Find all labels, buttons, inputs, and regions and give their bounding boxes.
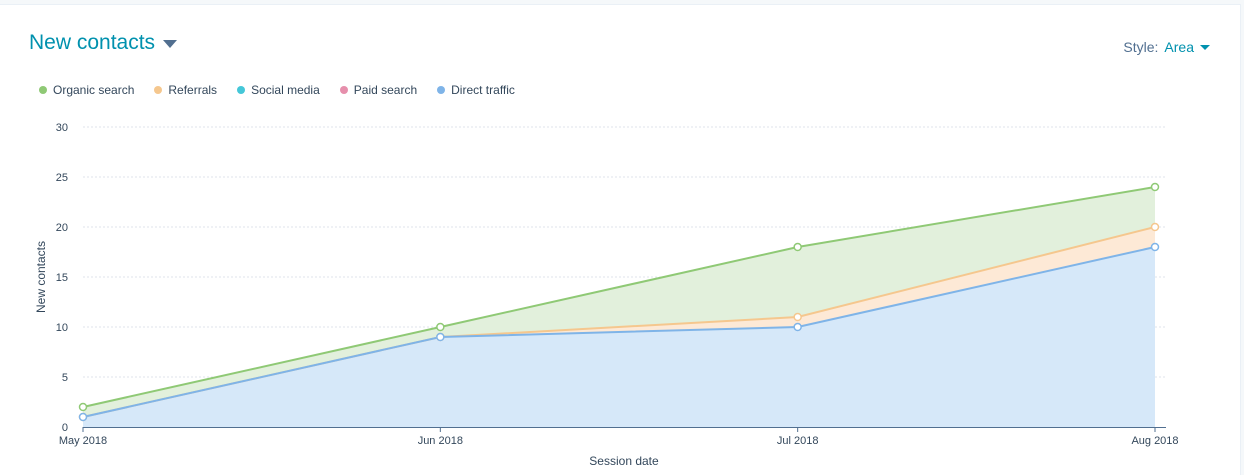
legend-label: Paid search xyxy=(353,83,418,97)
data-point[interactable] xyxy=(78,402,88,412)
data-point[interactable] xyxy=(793,312,802,322)
legend-dot-icon xyxy=(154,86,163,94)
area-organic-search xyxy=(83,187,1155,417)
data-point[interactable] xyxy=(1150,182,1160,192)
y-tick-label: 30 xyxy=(56,122,68,134)
y-tick-label: 10 xyxy=(56,322,68,334)
x-tick-label: Jul 2018 xyxy=(777,435,819,447)
chart-legend: Organic search Referrals Social media Pa… xyxy=(39,83,535,97)
legend-label: Organic search xyxy=(53,83,135,97)
line-organic-search xyxy=(82,186,1156,408)
area-direct-traffic xyxy=(83,247,1155,427)
legend-item-direct-traffic[interactable]: Direct traffic xyxy=(437,83,515,97)
legend-dot-icon xyxy=(339,86,348,94)
data-point[interactable] xyxy=(436,322,445,332)
legend-dot-icon xyxy=(39,86,47,94)
y-tick-label: 0 xyxy=(62,422,68,434)
x-tick-label: Jun 2018 xyxy=(418,435,463,447)
axes: 0 5 10 15 20 25 30 May 2018 Jun 2018 Jul 2018 Aug … xyxy=(34,122,1179,468)
style-value: Area xyxy=(1164,39,1194,55)
x-tick-label: May 2018 xyxy=(59,435,107,447)
legend-item-referrals[interactable]: Referrals xyxy=(154,83,217,97)
area-series xyxy=(83,187,1155,427)
legend-item-social-media[interactable]: Social media xyxy=(237,83,320,97)
legend-label: Referrals xyxy=(168,83,218,97)
legend-item-paid-search[interactable]: Paid search xyxy=(339,83,418,97)
y-tick-label: 20 xyxy=(56,222,68,234)
y-tick-label: 15 xyxy=(56,272,68,284)
y-tick-label: 25 xyxy=(56,172,68,184)
x-axis-title: Session date xyxy=(589,454,659,468)
chevron-down-icon xyxy=(163,40,178,48)
y-tick-label: 5 xyxy=(62,372,68,384)
style-selector: Style: Area xyxy=(1123,39,1210,55)
report-title: New contacts xyxy=(29,31,156,54)
data-point[interactable] xyxy=(78,412,88,422)
legend-item-organic-search[interactable]: Organic search xyxy=(39,83,134,97)
style-label: Style: xyxy=(1123,39,1159,55)
data-points xyxy=(78,182,1160,422)
line-direct-traffic xyxy=(82,246,1156,418)
series-lines xyxy=(82,186,1156,418)
y-axis-title: New contacts xyxy=(34,241,48,313)
data-point[interactable] xyxy=(1150,242,1160,252)
chevron-down-icon xyxy=(1200,44,1210,50)
data-point[interactable] xyxy=(793,242,802,252)
style-dropdown[interactable]: Area xyxy=(1164,39,1210,55)
report-title-dropdown[interactable]: New contacts xyxy=(29,31,178,55)
data-point[interactable] xyxy=(1150,222,1160,232)
legend-dot-icon xyxy=(237,86,246,94)
data-point[interactable] xyxy=(436,332,445,342)
legend-label: Direct traffic xyxy=(451,83,515,97)
legend-dot-icon xyxy=(437,86,446,94)
data-point[interactable] xyxy=(793,322,802,332)
legend-label: Social media xyxy=(251,83,320,97)
x-tick-label: Aug 2018 xyxy=(1131,435,1178,447)
